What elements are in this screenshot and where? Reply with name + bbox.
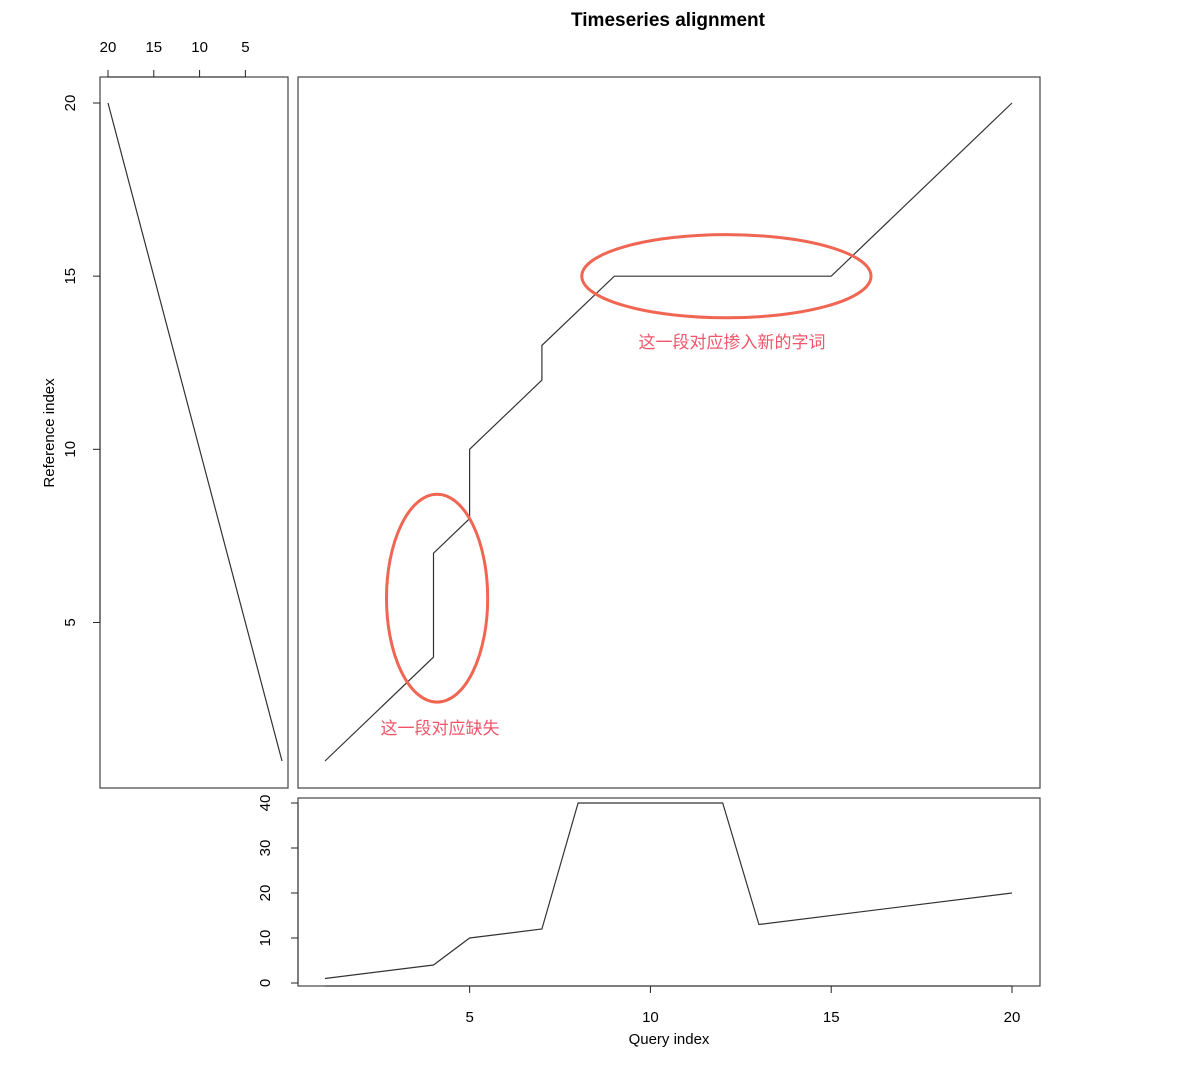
query-x-tick-label: 5 (465, 1009, 473, 1026)
reference-y-tick-label: 5 (62, 618, 79, 626)
query-panel-frame (297, 797, 1041, 987)
query-x-tick-label: 20 (1004, 1009, 1021, 1026)
warping-path-line (324, 102, 1013, 762)
query-x-axis-label: Query index (629, 1031, 710, 1048)
inserted-segment-ellipse (580, 233, 873, 320)
reference-series-line (107, 102, 283, 762)
query-x-tick-label: 15 (823, 1009, 840, 1026)
missing-segment-ellipse (385, 492, 490, 704)
query-y-tick-label: 0 (257, 979, 274, 987)
missing-segment-annotation: 这一段对应缺失 (381, 719, 500, 739)
reference-x-tick-label: 20 (100, 39, 117, 56)
reference-x-tick-label: 10 (191, 39, 208, 56)
main-panel-frame (297, 76, 1041, 789)
reference-x-tick-label: 15 (145, 39, 162, 56)
query-y-tick-label: 40 (257, 795, 274, 812)
chart-title: Timeseries alignment (571, 10, 766, 31)
reference-panel-frame (99, 76, 289, 789)
reference-y-axis-label: Reference index (41, 378, 58, 488)
query-x-tick-label: 10 (642, 1009, 659, 1026)
inserted-segment-annotation: 这一段对应掺入新的字词 (639, 333, 826, 353)
query-y-tick-label: 20 (257, 885, 274, 902)
reference-y-tick-label: 15 (62, 268, 79, 285)
reference-x-tick-label: 5 (241, 39, 249, 56)
reference-y-tick-label: 20 (62, 95, 79, 112)
query-axes: 5 10 15 20 0 10 20 30 40 (257, 795, 1020, 1026)
reference-axes: 20 15 10 5 5 10 15 20 (62, 39, 250, 627)
query-series-line (324, 802, 1013, 980)
reference-y-tick-label: 10 (62, 441, 79, 458)
query-y-tick-label: 30 (257, 840, 274, 857)
query-y-tick-label: 10 (257, 930, 274, 947)
